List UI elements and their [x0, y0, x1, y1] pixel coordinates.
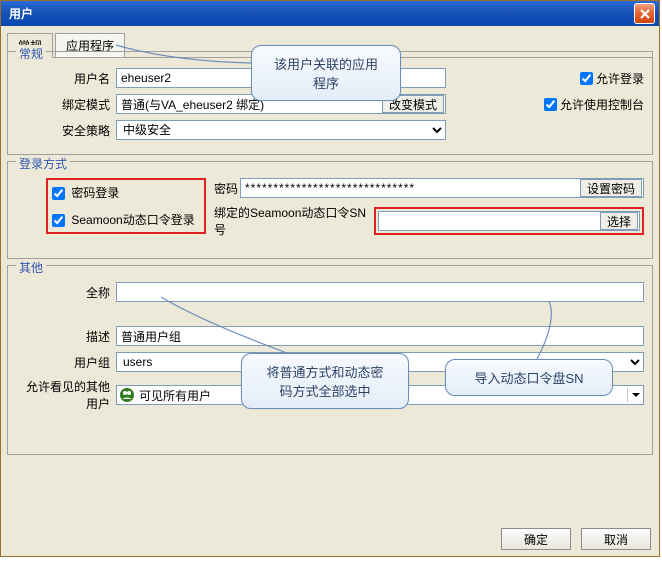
- bind-mode-label: 绑定模式: [16, 96, 116, 113]
- legend-general: 常规: [16, 45, 46, 62]
- username-label: 用户名: [16, 70, 116, 87]
- password-login-checkbox[interactable]: [52, 187, 65, 200]
- legend-login: 登录方式: [16, 155, 70, 172]
- desc-label: 描述: [16, 328, 116, 345]
- seamoon-sn-label: 绑定的Seamoon动态口令SN号: [214, 204, 374, 238]
- close-icon: [640, 9, 650, 19]
- password-login-label: 密码登录: [71, 186, 119, 200]
- allow-console-label: 允许使用控制台: [560, 96, 644, 113]
- set-password-button[interactable]: 设置密码: [580, 179, 642, 197]
- visible-users-label: 允许看见的其他用户: [16, 378, 116, 412]
- dialog-footer: 确定 取消: [501, 528, 651, 550]
- close-button[interactable]: [634, 3, 655, 24]
- seamoon-sn-highlight: 选择: [374, 207, 644, 235]
- callout-import-sn: 导入动态口令盘SN: [445, 359, 613, 396]
- allow-login-checkbox[interactable]: [580, 72, 593, 85]
- cancel-button[interactable]: 取消: [581, 528, 651, 550]
- fullname-input[interactable]: [116, 282, 644, 302]
- dropdown-icon[interactable]: [627, 388, 643, 402]
- password-display: ******************************: [245, 181, 580, 195]
- titlebar: 用户: [1, 1, 659, 26]
- group-label: 用户组: [16, 354, 116, 371]
- callout-apps: 该用户关联的应用 程序: [251, 45, 401, 101]
- login-methods-highlight: 密码登录 Seamoon动态口令登录: [46, 178, 206, 234]
- password-label: 密码: [214, 180, 240, 197]
- allow-console-checkbox[interactable]: [544, 98, 557, 111]
- desc-input[interactable]: [116, 326, 644, 346]
- ok-button[interactable]: 确定: [501, 528, 571, 550]
- dialog-body: 常规 用户名 允许登录 绑定模式 普通(与VA_eheuser2 绑定) 改变模…: [7, 51, 653, 516]
- fullname-label: 全称: [16, 284, 116, 301]
- choose-sn-button[interactable]: 选择: [600, 212, 638, 230]
- seamoon-login-label: Seamoon动态口令登录: [71, 213, 194, 227]
- user-dialog-window: 用户 常规 应用程序 常规 用户名 允许登录 绑定模式: [0, 0, 660, 557]
- chevron-down-icon: [632, 391, 640, 399]
- callout-login-methods: 将普通方式和动态密 码方式全部选中: [241, 353, 409, 409]
- users-icon: [119, 387, 135, 403]
- security-policy-select[interactable]: 中级安全: [116, 120, 446, 140]
- allow-login-label: 允许登录: [596, 70, 644, 87]
- seamoon-login-checkbox[interactable]: [52, 214, 65, 227]
- legend-other: 其他: [16, 259, 46, 276]
- security-policy-label: 安全策略: [16, 122, 116, 139]
- fieldset-login: 登录方式 密码登录 Seamoon动态口令登录: [7, 161, 653, 259]
- window-title: 用户: [9, 5, 634, 22]
